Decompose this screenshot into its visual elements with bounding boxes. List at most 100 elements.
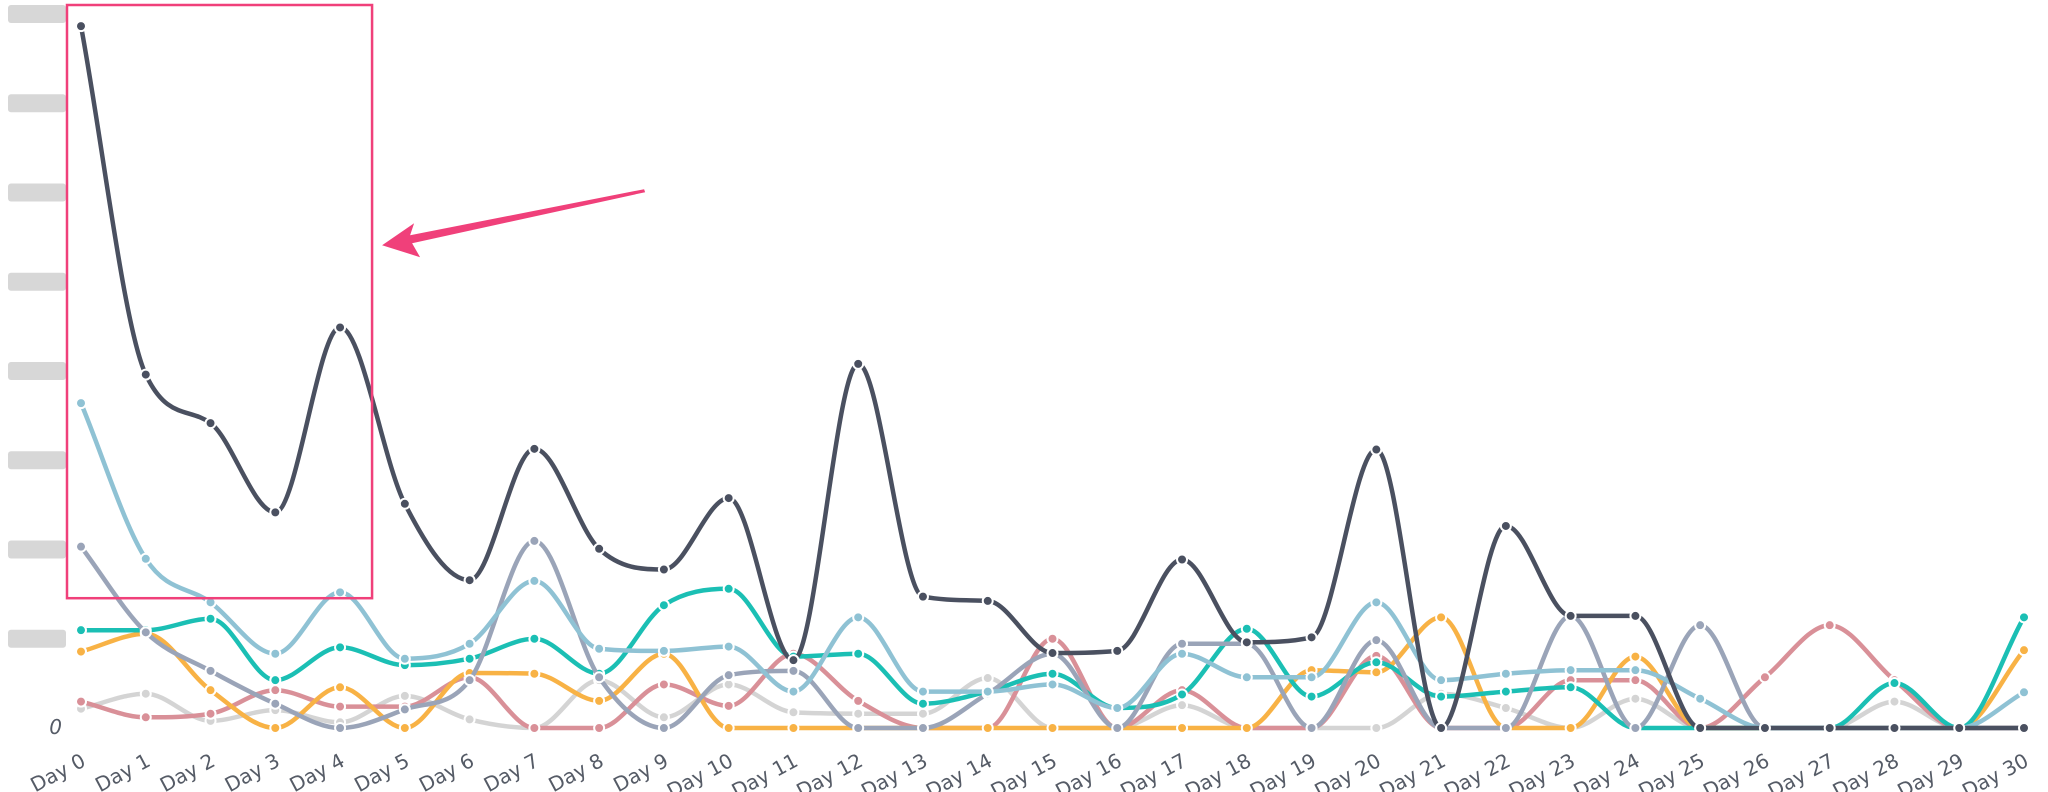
data-point [1694, 692, 1707, 705]
arrow [382, 189, 646, 258]
data-point [139, 552, 152, 565]
data-point [1240, 671, 1253, 684]
data-point [269, 697, 282, 710]
data-point [463, 574, 476, 587]
data-point [1240, 636, 1253, 649]
data-point [722, 582, 735, 595]
data-point [1111, 644, 1124, 657]
data-point [398, 652, 411, 665]
data-point [334, 722, 347, 734]
data-point [1629, 609, 1642, 622]
data-point [1499, 685, 1512, 698]
data-point [204, 664, 217, 677]
data-point [593, 722, 606, 734]
x-tick-label: Day 25 [1634, 748, 1708, 792]
data-point [1305, 722, 1318, 734]
data-point [1046, 678, 1059, 691]
data-point [1176, 553, 1189, 566]
x-tick-label: Day 6 [415, 748, 478, 792]
data-point [916, 722, 929, 734]
x-tick-label: Day 22 [1440, 748, 1514, 792]
data-point [657, 563, 670, 576]
data-point [1694, 722, 1707, 734]
data-point [528, 574, 541, 587]
data-point [1046, 647, 1059, 660]
x-tick-label: Day 27 [1764, 748, 1838, 792]
data-point [1370, 596, 1383, 609]
data-point [398, 497, 411, 510]
data-point [722, 492, 735, 505]
data-point [981, 722, 994, 734]
x-tick-label: Day 24 [1570, 748, 1644, 792]
data-point [75, 645, 87, 658]
y-axis: 0 [8, 5, 66, 739]
x-axis: Day 0 Day 1 Day 2 Day 3 Day 4 Day 5 Day 6 Day 7… [26, 748, 2032, 792]
data-point [1240, 622, 1253, 635]
data-point [463, 652, 476, 665]
data-point [787, 685, 800, 698]
data-point [657, 722, 670, 734]
data-point [334, 700, 347, 713]
data-point [139, 711, 152, 724]
data-point [204, 707, 217, 720]
annotation [65, 3, 646, 600]
x-tick-label: Day 19 [1246, 748, 1320, 792]
data-point [1046, 722, 1059, 734]
data-point [398, 689, 411, 702]
x-tick-label: Day 7 [480, 748, 543, 792]
series [75, 20, 2030, 734]
data-point [204, 684, 217, 697]
data-point [1953, 722, 1966, 734]
data-point [398, 722, 411, 734]
data-point [1564, 609, 1577, 622]
data-point [269, 647, 282, 660]
data-point [204, 612, 217, 625]
data-point [1435, 722, 1448, 734]
data-point [1370, 443, 1383, 456]
data-point [1888, 695, 1901, 708]
data-point [139, 626, 152, 639]
data-point [981, 685, 994, 698]
data-point [528, 722, 541, 734]
data-point [722, 722, 735, 734]
data-point [1629, 650, 1642, 663]
data-point [139, 368, 152, 381]
data-point [1111, 722, 1124, 734]
data-point [593, 542, 606, 555]
x-tick-label: Day 5 [350, 748, 413, 792]
data-point [593, 642, 606, 655]
x-tick-label: Day 30 [1958, 748, 2032, 792]
y-tick-label-blurred [8, 629, 66, 648]
x-tick-label: Day 1 [91, 748, 154, 792]
data-point [1176, 699, 1189, 712]
data-point [1305, 671, 1318, 684]
data-point [981, 594, 994, 607]
data-point [1176, 722, 1189, 734]
data-point [528, 632, 541, 645]
x-tick-label: Day 29 [1893, 748, 1967, 792]
data-point [1499, 667, 1512, 680]
data-point [852, 722, 865, 734]
x-tick-label: Day 20 [1310, 748, 1384, 792]
data-point [528, 534, 541, 547]
data-point [1758, 671, 1771, 684]
data-point [139, 687, 152, 700]
data-point [787, 722, 800, 734]
data-point [463, 674, 476, 687]
data-point [269, 506, 282, 519]
data-point [1370, 634, 1383, 647]
data-point [657, 599, 670, 612]
y-tick-label-blurred [8, 272, 66, 291]
data-point [916, 685, 929, 698]
y-tick-label-blurred [8, 94, 66, 113]
series-group [75, 20, 2030, 734]
data-point [1370, 666, 1383, 679]
x-tick-label: Day 10 [663, 748, 737, 792]
data-point [852, 694, 865, 707]
data-point [722, 640, 735, 653]
x-tick-label: Day 0 [26, 748, 89, 792]
data-point [1629, 674, 1642, 687]
x-tick-label: Day 11 [728, 748, 802, 792]
data-point [269, 674, 282, 687]
